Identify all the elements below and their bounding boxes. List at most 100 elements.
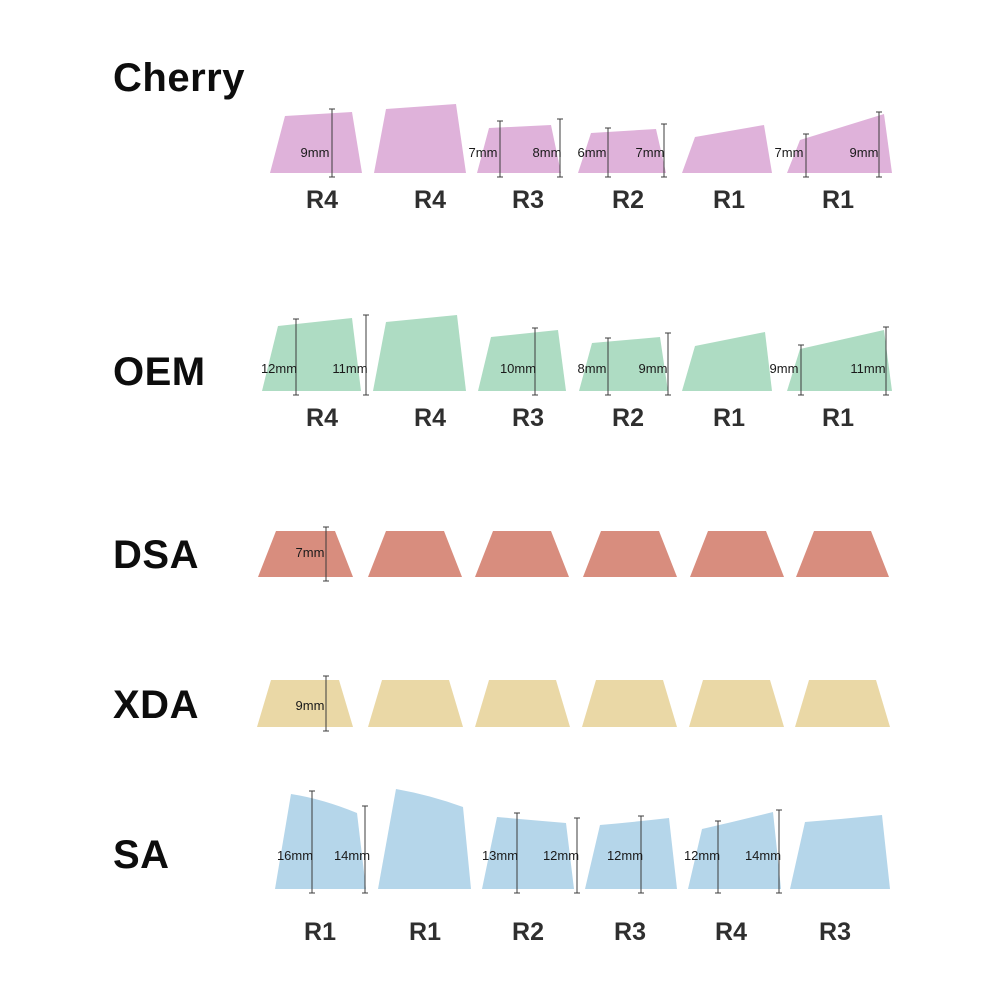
cherry-row-label: R4 [306,186,338,214]
cherry-dimension-line-6 [803,133,809,178]
profile-name-sa: SA [113,833,170,877]
oem-row-label: R3 [512,404,544,432]
cherry-row-label: R2 [612,186,644,214]
cherry-measurement: 7mm [774,145,804,160]
profile-name-dsa: DSA [113,533,199,577]
profile-name-oem: OEM [113,350,206,394]
cherry-keycap-r2-shape [578,129,666,173]
cherry-dimension-line-3 [557,118,563,178]
cherry-keycap-r4-shape [270,112,362,173]
sa-measurement: 16mm [276,848,314,863]
dsa-dimension-line-1 [323,526,329,582]
cherry-row-label: R3 [512,186,544,214]
cherry-keycap-r3-shape [477,125,561,173]
oem-row-label: R1 [822,404,854,432]
cherry-measurement: 7mm [468,145,498,160]
cherry-dimension-line-1 [329,108,335,178]
oem-measurement: 8mm [577,361,607,376]
sa-keycap-row [275,789,890,894]
xda-keycap-row [257,675,890,732]
xda-keycap-shape [582,680,677,727]
dsa-keycap-shape [583,531,677,577]
xda-keycap-shape [689,680,784,727]
cherry-measurement: 9mm [849,145,879,160]
sa-measurement: 14mm [333,848,371,863]
cherry-row-label: R1 [822,186,854,214]
oem-keycap-r1-shape [682,332,772,391]
xda-keycap-shape [368,680,463,727]
dsa-keycap-shape [475,531,569,577]
sa-row-label: R3 [614,918,646,946]
cherry-keycap-row [270,104,892,178]
sa-measurement: 13mm [481,848,519,863]
cherry-keycap-r1-shape [682,125,772,173]
oem-measurement: 9mm [638,361,668,376]
oem-keycap-r3-shape [478,330,566,391]
sa-row-label: R2 [512,918,544,946]
sa-dimension-line-5 [638,815,644,894]
sa-keycap-r3b-shape [790,815,890,889]
sa-row-label: R1 [304,918,336,946]
cherry-measurement: 7mm [635,145,665,160]
oem-dimension-line-1 [293,318,299,396]
oem-measurement: 9mm [769,361,799,376]
oem-measurement: 10mm [499,361,537,376]
sa-dimension-line-6 [715,820,721,894]
sa-row-label: R3 [819,918,851,946]
oem-keycap-r4b-shape [373,315,466,391]
dsa-keycap-row [258,526,889,582]
sa-keycap-r3-shape [585,818,677,889]
oem-dimension-line-6 [798,344,804,396]
dsa-keycap-shape [368,531,462,577]
oem-keycap-r1b-shape [787,330,892,391]
sa-row-label: R1 [409,918,441,946]
oem-measurement: 11mm [850,361,886,376]
sa-measurement: 14mm [744,848,782,863]
dsa-measurement: 7mm [295,545,325,560]
cherry-row-label: R4 [414,186,446,214]
oem-dimension-line-4 [605,337,611,396]
cherry-measurement: 6mm [577,145,607,160]
sa-dimension-line-7 [776,809,782,894]
sa-keycap-r4-shape [688,812,781,889]
cherry-dimension-line-4 [605,127,611,178]
xda-keycap-shape [795,680,890,727]
oem-dimension-line-5 [665,332,671,396]
xda-keycap-shape [257,680,353,727]
cherry-dimension-line-7 [876,111,882,178]
xda-dimension-line-1 [323,675,329,732]
dsa-keycap-shape [258,531,353,577]
oem-keycap-row [262,314,892,396]
oem-row-label: R2 [612,404,644,432]
cherry-row-label: R1 [713,186,745,214]
oem-row-label: R4 [306,404,338,432]
cherry-measurement: 8mm [532,145,562,160]
sa-measurement: 12mm [542,848,580,863]
sa-dimension-line-3 [514,812,520,894]
sa-measurement: 12mm [606,848,644,863]
oem-dimension-line-3 [532,327,538,396]
cherry-dimension-line-2 [497,120,503,178]
oem-dimension-line-7 [883,326,889,396]
cherry-dimension-line-5 [661,123,667,178]
cherry-keycap-r4b-shape [374,104,466,173]
cherry-measurement: 9mm [300,145,330,160]
profile-name-xda: XDA [113,683,199,727]
dsa-keycap-shape [690,531,784,577]
cherry-keycap-r1b-shape [787,114,892,173]
oem-row-label: R1 [713,404,745,432]
sa-keycap-r2-shape [482,817,574,889]
oem-row-label: R4 [414,404,446,432]
oem-keycap-r2-shape [579,337,668,391]
sa-measurement: 12mm [683,848,721,863]
xda-keycap-shape [475,680,570,727]
sa-keycap-r1-shape [275,794,366,889]
oem-measurement: 12mm [260,361,298,376]
sa-dimension-line-2 [362,805,368,894]
sa-dimension-line-4 [574,817,580,894]
oem-measurement: 11mm [332,361,368,376]
oem-dimension-line-2 [363,314,369,396]
profile-name-cherry: Cherry [113,56,245,100]
dsa-keycap-shape [796,531,889,577]
